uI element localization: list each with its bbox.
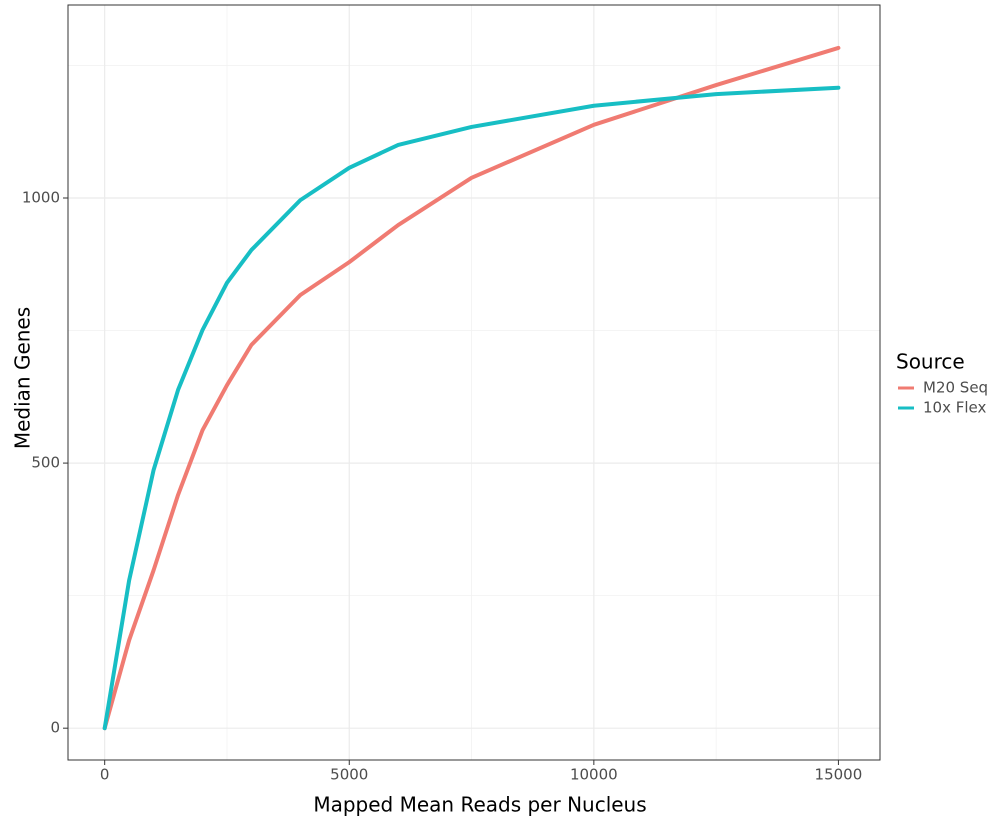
y-tick-label: 0 xyxy=(50,719,60,737)
line-series xyxy=(102,85,841,731)
x-tick-label: 0 xyxy=(100,766,110,784)
y-axis-label: Median Genes xyxy=(11,307,35,449)
legend-label: M20 Seq xyxy=(923,379,988,397)
legend-title: Source xyxy=(896,350,965,374)
panel-border xyxy=(67,4,881,761)
x-axis-label: Mapped Mean Reads per Nucleus xyxy=(313,793,646,817)
x-tick-label: 5000 xyxy=(330,766,368,784)
legend-label: 10x Flex xyxy=(923,399,986,417)
y-tick-label: 1000 xyxy=(22,188,60,206)
x-tick-label: 15000 xyxy=(815,766,863,784)
line-series xyxy=(102,45,841,731)
y-tick-label: 500 xyxy=(31,454,60,472)
x-tick-label: 10000 xyxy=(570,766,618,784)
